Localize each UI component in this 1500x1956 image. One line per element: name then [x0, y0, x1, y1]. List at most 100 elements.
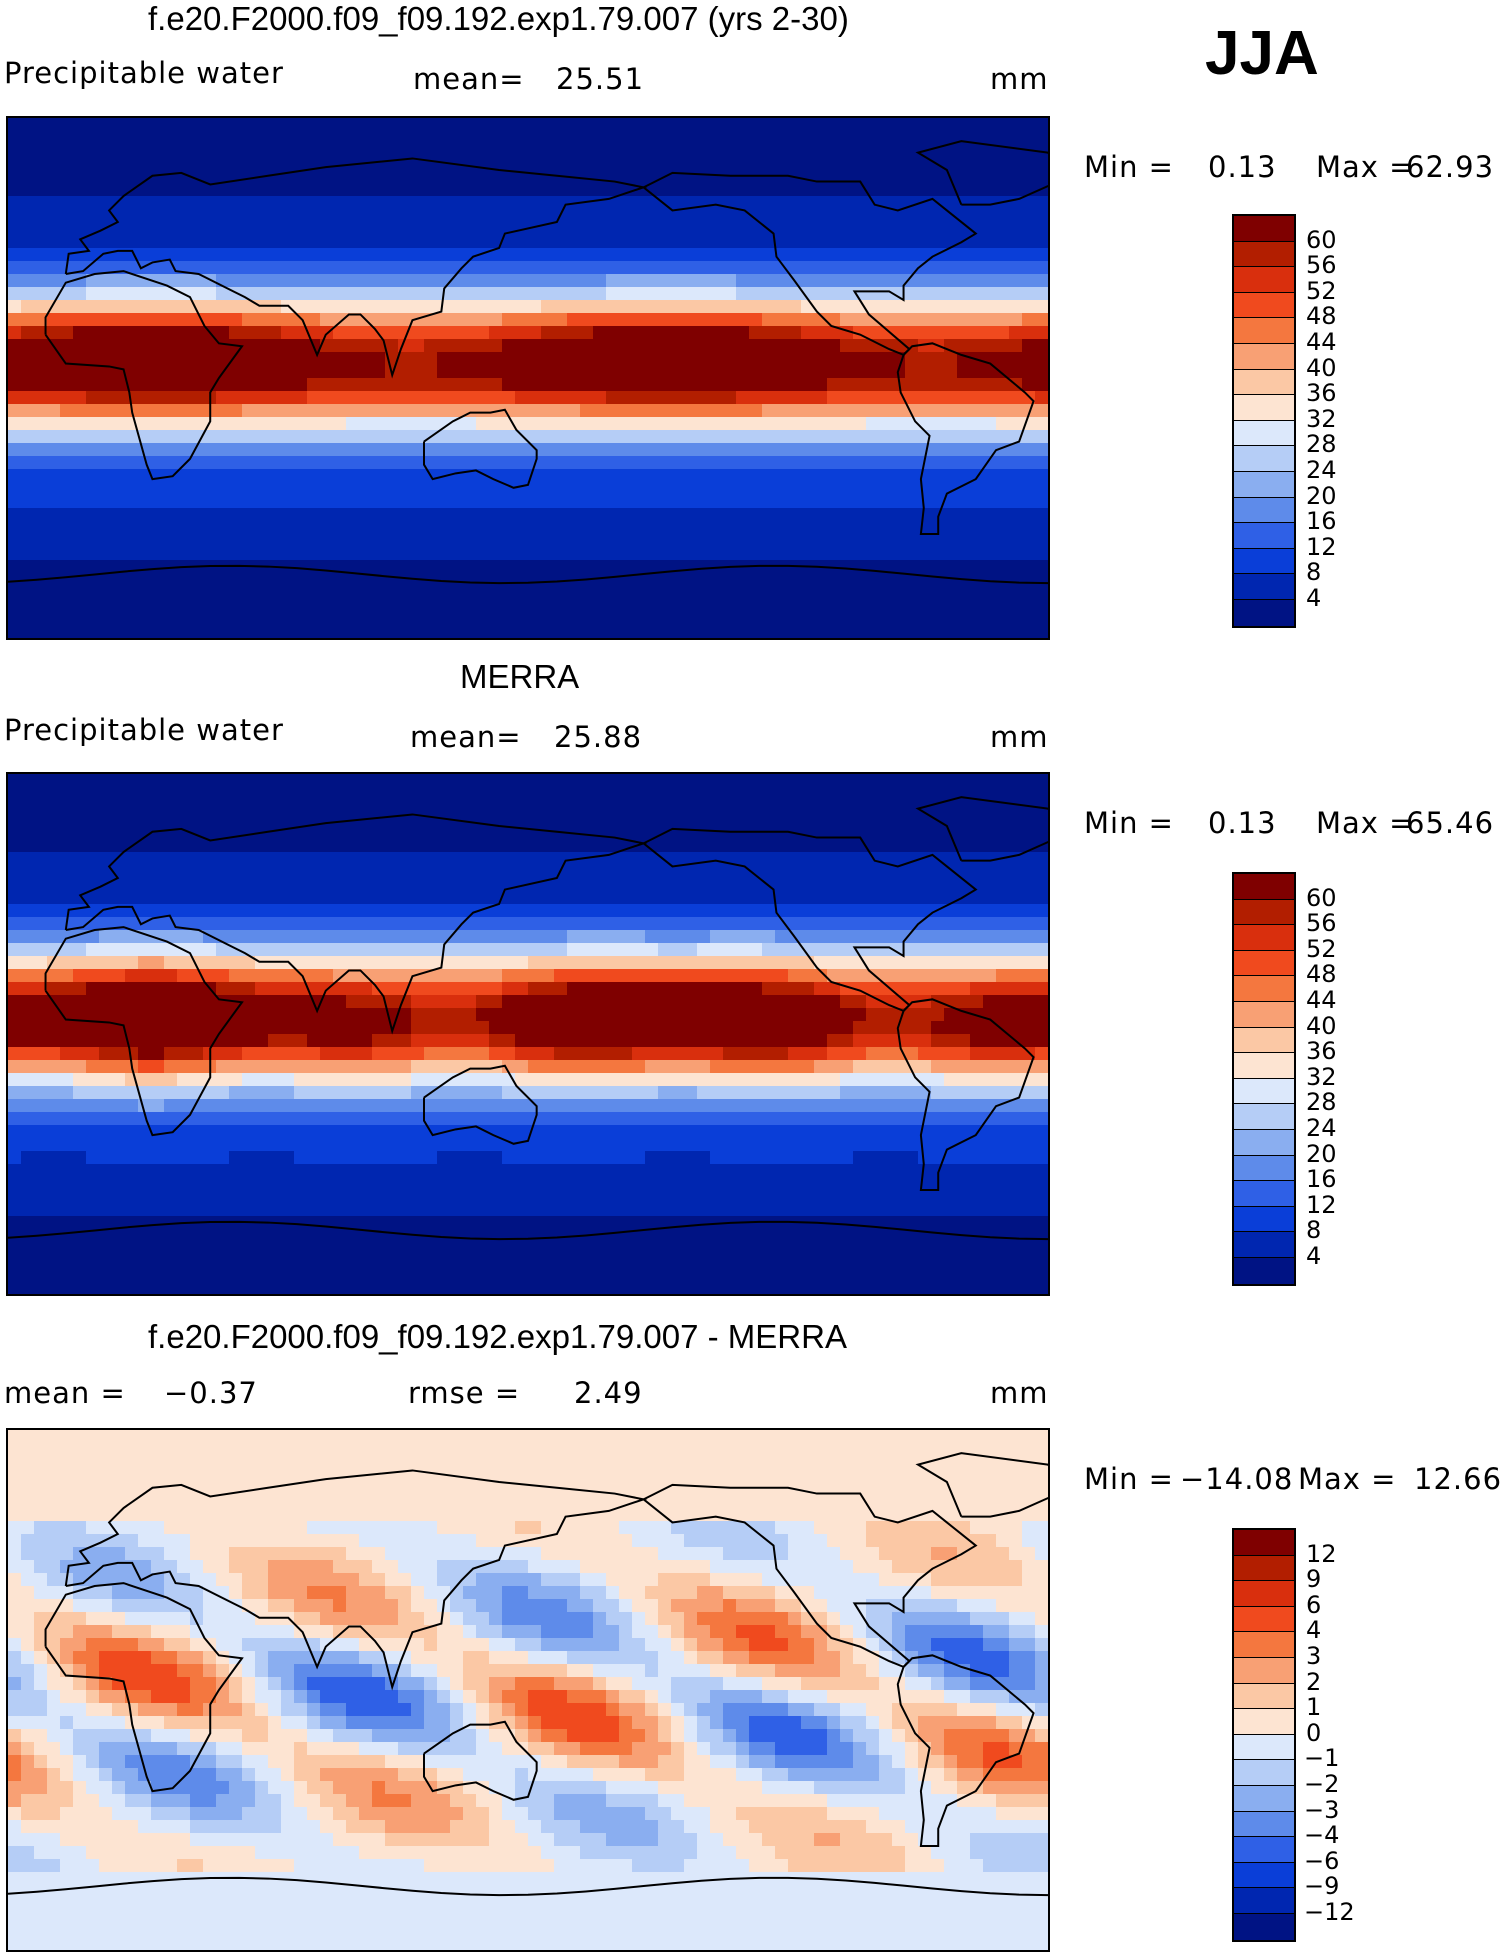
colorbar-tick-label: 44	[1306, 328, 1337, 356]
colorbar-tick-label: 24	[1306, 1114, 1337, 1142]
coastline	[896, 342, 1035, 535]
coastline	[44, 270, 244, 481]
colorbar-tick-label: 60	[1306, 225, 1337, 254]
colorbar-tick-label: 56	[1306, 251, 1337, 280]
max-value: 62.93	[1406, 150, 1495, 184]
coastline	[423, 1064, 538, 1145]
colorbar-tick-label: −1	[1304, 1744, 1340, 1773]
max-label: Max =	[1316, 806, 1415, 840]
colorbar-swatch	[1234, 1555, 1294, 1582]
colorbar-swatch	[1234, 292, 1294, 319]
colorbar-swatch	[1234, 1785, 1294, 1812]
panel-title: MERRA	[460, 658, 580, 695]
colorbar-tick-label: 32	[1306, 404, 1337, 433]
colorbar-swatch	[1234, 1888, 1294, 1914]
units-label: mm	[990, 62, 1049, 96]
mean-label: mean=	[413, 62, 525, 96]
coastline	[44, 926, 244, 1137]
colorbar-tick-label: −3	[1304, 1795, 1340, 1824]
colorbar-swatch	[1234, 1155, 1294, 1182]
coastline	[915, 140, 1048, 206]
colorbar-tick-label: −9	[1304, 1872, 1340, 1901]
colorbar-swatch	[1234, 548, 1294, 575]
colorbar-tick-label: 16	[1306, 507, 1337, 536]
colorbar-swatch	[1234, 874, 1294, 900]
colorbar-swatch	[1234, 1657, 1294, 1684]
rmse-value: 2.49	[574, 1376, 643, 1410]
max-label: Max =	[1316, 150, 1415, 184]
map-difference	[6, 1428, 1050, 1952]
coastline	[64, 813, 648, 1035]
mean-label: mean =	[4, 1376, 126, 1410]
colorbar-tick-label: 60	[1306, 883, 1337, 912]
colorbar-tick-label: 40	[1306, 353, 1337, 382]
colorbar-swatch	[1234, 1027, 1294, 1054]
colorbar-swatch	[1234, 1078, 1294, 1105]
colorbar-swatch	[1234, 1734, 1294, 1761]
colorbar-swatch	[1234, 925, 1294, 951]
colorbar-swatch	[1234, 1581, 1294, 1607]
colorbar-tick-label: 8	[1306, 1216, 1322, 1245]
colorbar-tick-label: 12	[1306, 1190, 1337, 1219]
colorbar-tick-label: 20	[1306, 1139, 1337, 1168]
colorbar-swatch	[1234, 1913, 1294, 1940]
colorbar-swatch	[1234, 523, 1294, 549]
colorbar-swatch	[1234, 1104, 1294, 1130]
variable-label: Precipitable water	[4, 713, 284, 747]
colorbar-swatch	[1234, 1760, 1294, 1786]
colorbar-tick-label: 8	[1306, 558, 1322, 587]
colorbar-tick-label: 52	[1306, 934, 1337, 963]
colorbar-swatch	[1234, 318, 1294, 344]
colorbar-swatch	[1234, 1232, 1294, 1258]
panel-title: f.e20.F2000.f09_f09.192.exp1.79.007 (yrs…	[148, 0, 849, 37]
colorbar-swatch	[1234, 574, 1294, 600]
colorbar-swatch	[1234, 446, 1294, 472]
colorbar-swatch	[1234, 899, 1294, 926]
variable-label: Precipitable water	[4, 56, 284, 90]
colorbar-tick-label: 48	[1306, 302, 1337, 331]
colorbar-swatch	[1234, 241, 1294, 268]
colorbar-tick-label: 32	[1306, 1062, 1337, 1091]
units-label: mm	[990, 1376, 1049, 1410]
panel-title: f.e20.F2000.f09_f09.192.exp1.79.007 - ME…	[148, 1318, 847, 1355]
map-model	[6, 116, 1050, 640]
min-value: 0.13	[1208, 150, 1277, 184]
colorbar	[1232, 1528, 1296, 1942]
coastline	[64, 1469, 648, 1691]
difference-map	[8, 1430, 1048, 1950]
colorbar-tick-label: 36	[1306, 1037, 1337, 1066]
coastline	[642, 1483, 978, 1669]
colorbar-tick-label: 1	[1306, 1693, 1322, 1722]
colorbar-swatch	[1234, 1811, 1294, 1838]
colorbar-tick-label: 28	[1306, 1088, 1337, 1117]
coastline-antarctica	[8, 1876, 1048, 1897]
colorbar-tick-label: −6	[1304, 1846, 1340, 1875]
colorbar-tick-label: 44	[1306, 986, 1337, 1014]
coastline-antarctica	[8, 564, 1048, 585]
units-label: mm	[990, 720, 1049, 754]
colorbar-swatch	[1234, 1632, 1294, 1658]
colorbar-tick-label: 28	[1306, 430, 1337, 459]
colorbar-tick-label: 40	[1306, 1011, 1337, 1040]
colorbar	[1232, 872, 1296, 1286]
colorbar-swatch	[1234, 1837, 1294, 1863]
coastline	[423, 408, 538, 489]
rmse-label: rmse =	[408, 1376, 521, 1410]
coastline	[642, 171, 978, 357]
coastline	[896, 1654, 1035, 1847]
colorbar-tick-label: 16	[1306, 1165, 1337, 1194]
mean-label: mean=	[410, 720, 522, 754]
colorbar-tick-label: 12	[1306, 532, 1337, 561]
coastline	[44, 1582, 244, 1793]
colorbar-swatch	[1234, 1862, 1294, 1889]
colorbar-tick-label: 36	[1306, 379, 1337, 408]
coastline	[423, 1720, 538, 1801]
colorbar	[1232, 214, 1296, 628]
colorbar-swatch	[1234, 599, 1294, 626]
colorbar-swatch	[1234, 1181, 1294, 1207]
coastline	[64, 157, 648, 379]
colorbar-tick-label: −12	[1304, 1898, 1355, 1926]
max-value: 65.46	[1406, 806, 1495, 840]
colorbar-swatch	[1234, 369, 1294, 396]
mean-value: 25.51	[556, 62, 645, 96]
